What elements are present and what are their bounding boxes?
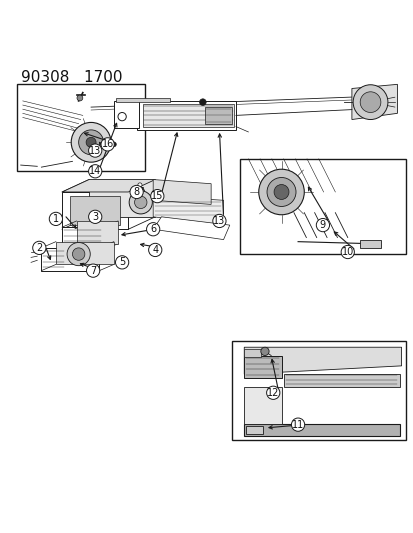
Text: 4: 4 — [152, 245, 158, 255]
Circle shape — [134, 196, 147, 208]
Bar — [240, 159, 405, 254]
Circle shape — [352, 85, 387, 119]
Circle shape — [88, 144, 102, 157]
Text: 13: 13 — [213, 216, 225, 226]
Circle shape — [148, 244, 161, 256]
Circle shape — [86, 264, 100, 277]
Polygon shape — [153, 180, 211, 204]
Polygon shape — [244, 349, 260, 357]
Polygon shape — [351, 84, 396, 119]
Circle shape — [150, 190, 164, 203]
Polygon shape — [114, 101, 138, 128]
Text: 11: 11 — [291, 419, 304, 430]
Circle shape — [138, 183, 142, 187]
Polygon shape — [41, 248, 99, 271]
Text: 1: 1 — [53, 214, 59, 224]
Polygon shape — [244, 386, 281, 424]
Circle shape — [118, 112, 126, 121]
Circle shape — [146, 223, 159, 236]
Text: 6: 6 — [150, 224, 156, 234]
Circle shape — [77, 95, 83, 101]
Circle shape — [86, 138, 96, 147]
Polygon shape — [70, 196, 120, 225]
Circle shape — [258, 169, 304, 215]
Circle shape — [33, 241, 46, 254]
Circle shape — [199, 99, 206, 106]
Text: 14: 14 — [89, 166, 101, 176]
Text: 8: 8 — [133, 187, 139, 197]
Text: 9: 9 — [319, 220, 325, 230]
Polygon shape — [76, 221, 118, 244]
Circle shape — [130, 185, 143, 199]
Circle shape — [101, 138, 114, 151]
Circle shape — [72, 248, 85, 260]
Circle shape — [67, 243, 90, 265]
Polygon shape — [244, 424, 399, 436]
Polygon shape — [56, 241, 114, 264]
Text: 15: 15 — [151, 191, 163, 201]
Polygon shape — [244, 347, 401, 374]
Circle shape — [88, 165, 102, 178]
Circle shape — [266, 177, 295, 206]
Bar — [231, 341, 405, 440]
Text: 16: 16 — [101, 139, 114, 149]
Circle shape — [359, 92, 380, 112]
Circle shape — [78, 130, 103, 155]
Polygon shape — [62, 192, 128, 229]
Polygon shape — [359, 240, 380, 248]
Polygon shape — [142, 104, 233, 126]
Circle shape — [88, 210, 102, 223]
Text: 10: 10 — [341, 247, 353, 257]
Text: 5: 5 — [119, 257, 125, 268]
Polygon shape — [62, 227, 103, 250]
Polygon shape — [204, 107, 231, 124]
Circle shape — [266, 386, 279, 399]
Circle shape — [212, 214, 225, 228]
Circle shape — [273, 184, 288, 199]
Polygon shape — [244, 356, 281, 378]
Circle shape — [340, 245, 354, 259]
Text: 90308   1700: 90308 1700 — [21, 70, 122, 85]
Text: 13: 13 — [89, 146, 101, 156]
Text: 2: 2 — [36, 243, 43, 253]
Polygon shape — [246, 426, 262, 434]
Polygon shape — [136, 101, 235, 130]
Polygon shape — [89, 180, 155, 217]
Circle shape — [291, 418, 304, 431]
Circle shape — [49, 212, 62, 225]
Circle shape — [260, 347, 268, 356]
Circle shape — [71, 123, 111, 162]
Polygon shape — [153, 217, 229, 240]
Polygon shape — [153, 196, 223, 225]
Circle shape — [129, 191, 152, 214]
Polygon shape — [283, 374, 399, 386]
Polygon shape — [240, 345, 403, 436]
Circle shape — [115, 256, 128, 269]
Text: 3: 3 — [92, 212, 98, 222]
Text: 7: 7 — [90, 265, 96, 276]
Bar — [17, 84, 145, 171]
Polygon shape — [62, 180, 155, 192]
Polygon shape — [116, 98, 169, 102]
Circle shape — [316, 219, 329, 232]
Text: 12: 12 — [266, 388, 279, 398]
Circle shape — [111, 142, 116, 147]
